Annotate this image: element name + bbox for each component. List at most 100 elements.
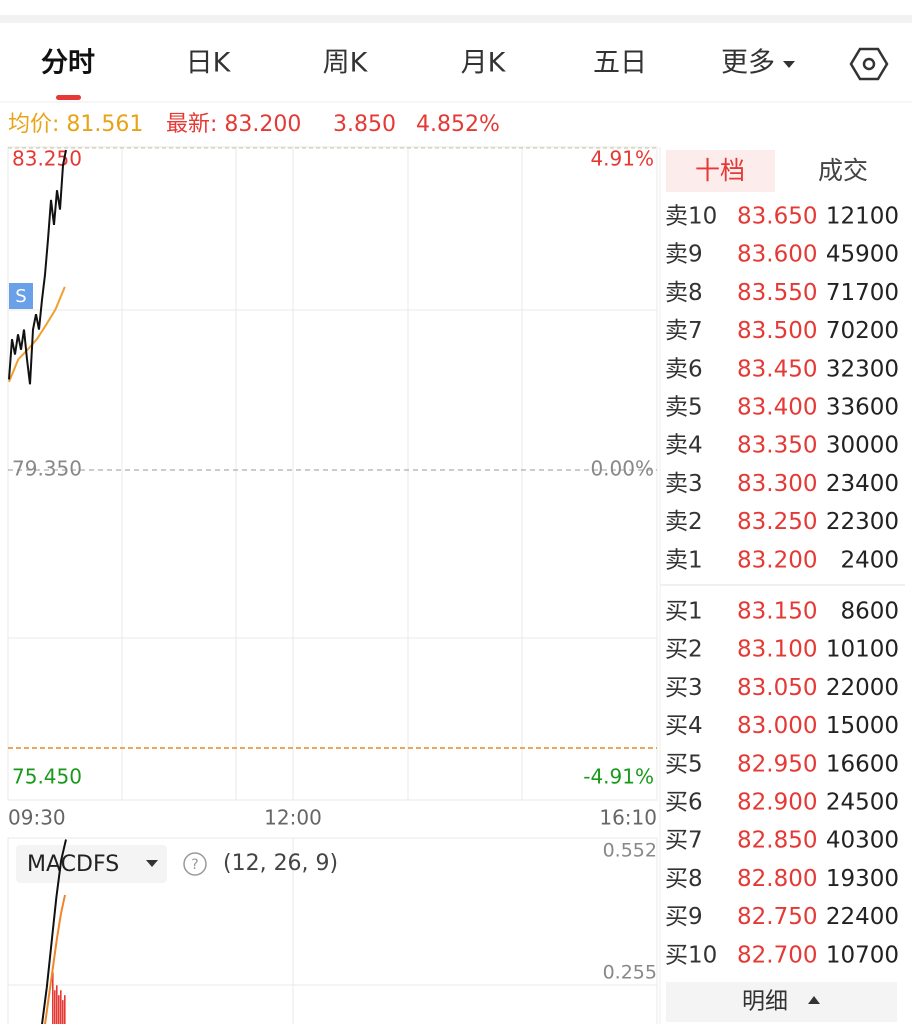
macd-bar [64,995,66,1024]
latest-price: 最新: 83.200 [166,112,301,137]
level-price: 83.200 [737,547,817,573]
level-price: 82.900 [737,790,817,816]
avg-line [8,286,66,383]
order-tab[interactable]: 成交 [818,156,868,185]
tab[interactable]: 五日 [593,48,647,79]
tab-underline [56,95,81,100]
level-volume: 23400 [826,471,899,497]
help-mark: ? [191,857,198,873]
time-label: 16:10 [599,806,657,830]
level-label: 买6 [665,790,703,816]
avg-price: 均价: 81.561 [8,112,143,137]
level-volume: 33600 [826,395,899,421]
level-label: 买8 [665,866,703,892]
level-volume: 32300 [826,356,899,382]
settings-icon[interactable] [849,47,889,81]
level-price: 83.450 [737,356,817,382]
level-price: 83.550 [737,280,817,306]
level-price: 82.950 [737,751,817,777]
price-line [8,149,67,385]
level-label: 买5 [665,751,703,777]
more-arrow [783,61,795,68]
level-label: 买4 [665,713,703,739]
level-label: 卖5 [665,395,703,421]
level-label: 买7 [665,828,703,854]
level-label: 卖4 [665,433,703,459]
tab[interactable]: 更多 [721,48,775,79]
detail-button[interactable] [666,982,897,1022]
level-volume: 45900 [826,242,899,268]
level-label: 卖6 [665,356,703,382]
change: 3.850 [333,112,396,137]
level-price: 83.250 [737,509,817,535]
dif-line [41,839,67,1024]
macd-bar [60,990,62,1024]
level-price: 83.600 [737,242,817,268]
tab[interactable]: 分时 [41,48,95,79]
order-tab[interactable]: 十档 [695,156,745,185]
level-price: 82.800 [737,866,817,892]
order-tab-active[interactable] [666,150,775,192]
level-label: 卖9 [665,242,703,268]
macd-axis: 0.255 [603,962,657,984]
level-volume: 22300 [826,509,899,535]
macd-dropdown[interactable] [16,845,167,883]
tab[interactable]: 周K [323,48,369,79]
level-volume: 15000 [826,713,899,739]
level-label: 卖8 [665,280,703,306]
level-label: 买3 [665,675,703,701]
signal-marker [9,283,33,309]
level-price: 82.750 [737,904,817,930]
level-label: 买10 [665,942,717,968]
level-volume: 19300 [826,866,899,892]
level-price: 83.300 [737,471,817,497]
level-label: 卖1 [665,547,703,573]
level-label: 买2 [665,637,703,663]
level-volume: 71700 [826,280,899,306]
level-volume: 30000 [826,433,899,459]
macd-frame [7,837,658,1024]
time-label: 09:30 [8,806,66,830]
level-volume: 22400 [826,904,899,930]
level-volume: 10700 [826,942,899,968]
level-price: 83.650 [737,204,817,230]
macd-name[interactable]: MACDFS [27,852,119,877]
price-label: 79.350 [12,457,82,481]
dropdown-arrow [146,860,158,867]
pct-label: 0.00% [590,457,654,481]
macd-mask [8,826,648,837]
hexagon-dot [862,57,876,71]
level-price: 82.700 [737,942,817,968]
signal-text: S [15,286,26,307]
level-volume: 16600 [826,751,899,777]
time-label: 12:00 [264,806,322,830]
level-volume: 70200 [826,318,899,344]
macd-bar [58,995,60,1024]
level-volume: 12100 [826,204,899,230]
pct-label: 4.91% [590,147,654,171]
level-price: 83.350 [737,433,817,459]
macd-params: (12, 26, 9) [223,851,338,876]
price-label: 75.450 [12,765,82,789]
level-label: 买9 [665,904,703,930]
level-price: 83.050 [737,675,817,701]
detail-label[interactable]: 明细 [742,989,788,1015]
tab[interactable]: 月K [461,48,507,79]
level-label: 卖2 [665,509,703,535]
level-volume: 24500 [826,790,899,816]
level-price: 83.500 [737,318,817,344]
macd-bar [56,985,58,1024]
help-icon[interactable] [183,852,207,876]
level-price: 83.000 [737,713,817,739]
level-label: 卖7 [665,318,703,344]
change-pct: 4.852% [416,112,500,137]
level-price: 83.100 [737,637,817,663]
level-price: 83.150 [737,599,817,625]
tab[interactable]: 日K [186,48,232,79]
chart-grid [7,146,658,1024]
price-label: 83.250 [12,147,82,171]
detail-arrow [808,996,820,1004]
macd-axis: 0.552 [603,840,657,862]
